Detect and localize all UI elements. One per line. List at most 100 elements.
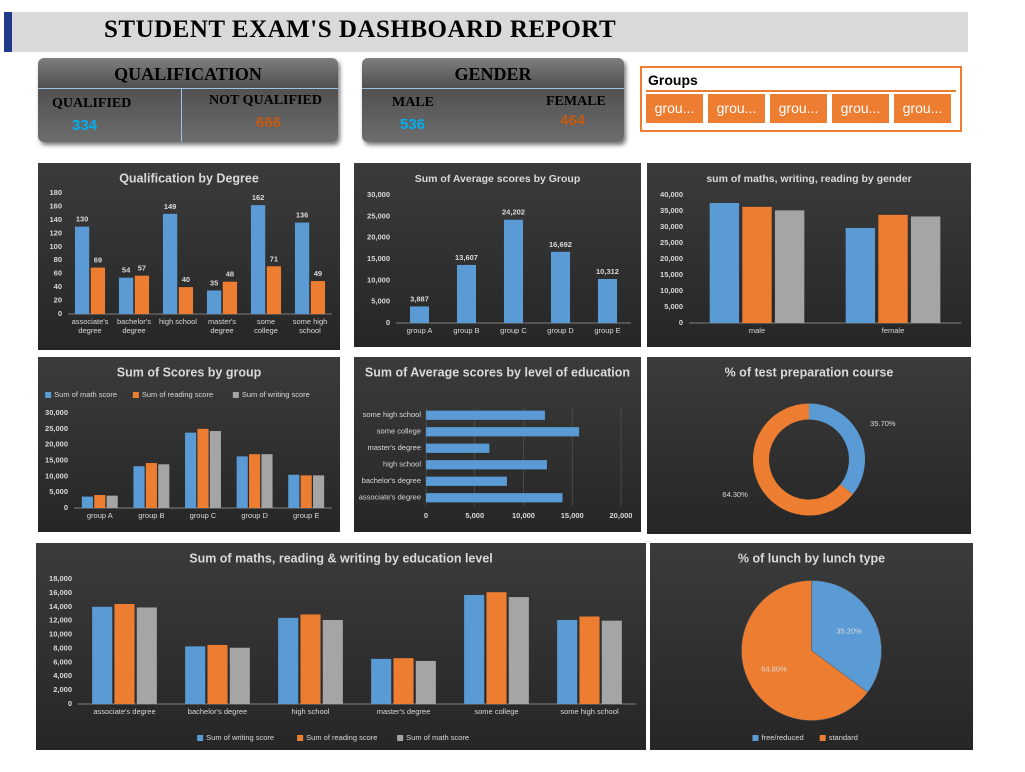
card-title: QUALIFICATION xyxy=(114,64,262,84)
bar xyxy=(742,206,772,323)
bar xyxy=(464,594,485,704)
kpi-value: 464 xyxy=(560,112,586,129)
bar xyxy=(426,493,563,503)
legend-swatch xyxy=(132,392,139,398)
data-label: 13,607 xyxy=(455,253,478,262)
x-tick-label-box: group B xyxy=(453,326,480,335)
y-tick-label: 0 xyxy=(68,699,72,708)
slicer-item[interactable]: grou... xyxy=(832,94,889,123)
data-label: 130 xyxy=(76,215,89,224)
x-tick-label-box: group C xyxy=(189,511,217,520)
y-tick-label: 40 xyxy=(54,282,62,291)
x-tick-label: group C xyxy=(189,511,217,520)
x-tick-label-box: male xyxy=(749,326,765,335)
x-tick-label-box: group D xyxy=(241,511,268,520)
kpi-label: FEMALE xyxy=(546,94,606,109)
header-band xyxy=(12,12,968,52)
y-tick-label: 120 xyxy=(49,228,62,237)
y-tick-label: 0 xyxy=(64,503,68,512)
y-tick-label: 30,000 xyxy=(660,222,683,231)
bar xyxy=(94,495,106,508)
chart-panel: Sum of Average scores by level of educat… xyxy=(354,357,641,532)
x-tick-label-box: bachelor's degree xyxy=(117,317,151,335)
legend-label: standard xyxy=(829,733,858,742)
x-tick-label: group B xyxy=(453,326,480,335)
slicer-item[interactable]: grou... xyxy=(894,94,951,123)
x-tick-label: master's degree xyxy=(207,317,237,335)
bar xyxy=(601,620,622,704)
x-tick-label: some college xyxy=(254,317,278,335)
x-tick-label-box: master's degree xyxy=(207,317,237,335)
chart: Qualification by Degree 0 20 40 60 80 100 120 14… xyxy=(49,171,332,335)
chart-title: % of test preparation course xyxy=(725,365,894,379)
slicer-item[interactable]: grou... xyxy=(770,94,827,123)
gender-card: GENDER MALE 536 FEMALE 464 xyxy=(362,58,624,142)
chart-title: Sum of Average scores by Group xyxy=(415,173,581,185)
chart-panel: % of lunch by lunch type 35.20% 64.80% free… xyxy=(650,543,973,750)
pie-slice xyxy=(811,580,882,693)
data-label: 35 xyxy=(210,278,218,287)
bar xyxy=(426,476,507,486)
x-tick-label-box: some college xyxy=(474,707,519,716)
x-tick-label: 0 xyxy=(424,511,428,520)
donut-segment xyxy=(808,403,865,495)
data-label: 64.30% xyxy=(722,490,748,499)
y-tick-label: 100 xyxy=(49,242,62,251)
slicer-item[interactable]: grou... xyxy=(708,94,765,123)
bar xyxy=(313,475,325,508)
y-tick-label: 15,000 xyxy=(660,270,683,279)
x-tick-label: some college xyxy=(474,707,519,716)
data-label: 69 xyxy=(94,256,102,265)
y-tick-label: 8,000 xyxy=(53,643,72,652)
slicer-item[interactable]: grou... xyxy=(646,94,703,123)
chart-panel: Sum of Scores by group 0 5,000 10,000 15,000… xyxy=(38,357,340,532)
kpi-value: 334 xyxy=(72,117,98,134)
bar xyxy=(371,658,392,704)
kpi-label: QUALIFIED xyxy=(52,96,132,111)
chart-panel: Qualification by Degree 0 20 40 60 80 100 120 14… xyxy=(38,163,340,350)
bar xyxy=(709,203,740,323)
data-label: 49 xyxy=(314,269,322,278)
y-tick-label: 160 xyxy=(49,201,62,210)
y-tick-label: 15,000 xyxy=(367,254,390,263)
chart-title: Sum of maths, reading & writing by educa… xyxy=(189,551,493,565)
y-tick-label: 12,000 xyxy=(49,616,72,625)
bar xyxy=(209,431,221,508)
data-label: 136 xyxy=(296,211,309,220)
bar xyxy=(134,275,150,314)
legend-swatch xyxy=(45,392,52,398)
bar xyxy=(503,219,524,323)
y-tick-label: 30,000 xyxy=(45,408,68,417)
bar xyxy=(426,460,547,470)
y-tick-label: 10,000 xyxy=(660,286,683,295)
y-tick-label: 2,000 xyxy=(53,685,72,694)
legend-swatch xyxy=(232,392,239,398)
y-tick-label: some high school xyxy=(363,410,422,419)
chart: Sum of Scores by group 0 5,000 10,000 15,000… xyxy=(45,365,332,520)
bar xyxy=(118,277,134,314)
bar xyxy=(92,606,113,704)
bar xyxy=(158,464,170,508)
chart: % of lunch by lunch type 35.20% 64.80% free… xyxy=(738,551,885,742)
chart: Sum of maths, reading & writing by educa… xyxy=(49,551,636,742)
bar xyxy=(550,251,571,323)
y-tick-label: 60 xyxy=(54,269,62,278)
kpi-label: NOT QUALIFIED xyxy=(209,93,322,108)
bar xyxy=(114,604,135,704)
chart-panel: Sum of Average scores by Group 0 5,000 10,0… xyxy=(354,163,641,347)
x-tick-label: some high school xyxy=(560,707,619,716)
bar xyxy=(145,463,157,508)
groups-slicer: Groups grou... grou... grou... grou... g… xyxy=(640,66,962,132)
y-tick-label: 180 xyxy=(49,188,62,197)
x-tick-label-box: high school xyxy=(159,317,197,326)
kpi-value: 666 xyxy=(256,114,282,131)
bar xyxy=(261,454,273,508)
x-tick-label-box: master's degree xyxy=(377,707,431,716)
bar xyxy=(310,281,326,314)
y-tick-label: 0 xyxy=(386,318,390,327)
bar xyxy=(426,427,580,437)
card-title: GENDER xyxy=(454,64,532,84)
qualification-card: QUALIFICATION QUALIFIED 334 NOT QUALIFIE… xyxy=(38,58,338,142)
slicer-title: Groups xyxy=(648,72,698,88)
